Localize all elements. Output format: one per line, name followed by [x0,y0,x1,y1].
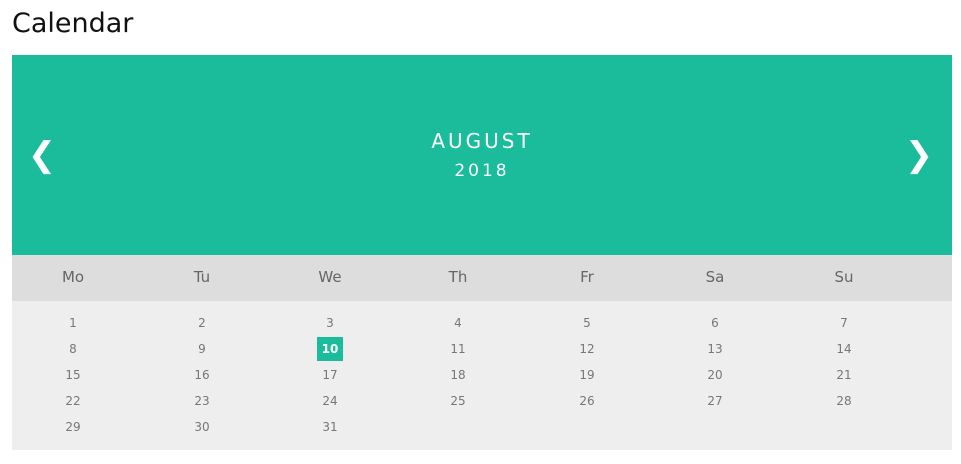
day-cell[interactable]: 25 [450,394,466,408]
weekday-label: Su [834,268,854,286]
weekday-header-row: Mo Tu We Th Fr Sa Su [12,255,952,301]
day-cell[interactable]: 14 [836,342,852,356]
day-cell[interactable]: 7 [840,316,848,330]
day-cell[interactable]: 6 [711,316,719,330]
day-cell[interactable]: 9 [198,342,206,356]
day-cell[interactable]: 11 [450,342,466,356]
weekday-label: Mo [61,268,85,286]
day-cell[interactable]: 15 [65,368,81,382]
day-cell[interactable]: 13 [707,342,723,356]
day-cell[interactable]: 1 [69,316,77,330]
month-header: ❮ AUGUST 2018 ❯ [12,55,952,255]
day-cell[interactable]: 30 [194,420,210,434]
weekday-label: Fr [580,268,594,286]
day-cell[interactable]: 5 [583,316,591,330]
month-year: 2018 [454,161,510,181]
day-cell[interactable]: 19 [579,368,595,382]
day-cell[interactable]: 4 [454,316,462,330]
prev-month-icon[interactable]: ❮ [27,135,57,175]
next-month-icon[interactable]: ❯ [904,135,934,175]
day-cell[interactable]: 26 [579,394,595,408]
weekday-label: Th [448,268,468,286]
day-cell[interactable]: 27 [707,394,723,408]
day-cell-active[interactable]: 10 [317,337,343,361]
day-cell[interactable]: 8 [69,342,77,356]
month-name: AUGUST [431,129,533,153]
day-cell[interactable]: 2 [198,316,206,330]
weekday-label: Tu [193,268,211,286]
day-cell[interactable]: 20 [707,368,723,382]
day-cell[interactable]: 16 [194,368,210,382]
day-cell[interactable]: 24 [322,394,338,408]
day-cell[interactable]: 23 [194,394,210,408]
weekday-label: Sa [705,268,725,286]
day-cell[interactable]: 12 [579,342,595,356]
day-cell[interactable]: 31 [322,420,338,434]
day-cell[interactable]: 3 [326,316,334,330]
day-cell[interactable]: 18 [450,368,466,382]
day-cell[interactable]: 29 [65,420,81,434]
weekday-label: We [318,268,342,286]
day-cell[interactable]: 17 [322,368,338,382]
days-grid: 1 2 3 4 5 6 7 8 9 10 11 12 13 14 15 16 17 18 19 20 21 22 23 24 2… [12,301,952,450]
day-cell[interactable]: 28 [836,394,852,408]
page-title: Calendar [12,8,134,39]
day-cell[interactable]: 22 [65,394,81,408]
day-cell[interactable]: 21 [836,368,852,382]
